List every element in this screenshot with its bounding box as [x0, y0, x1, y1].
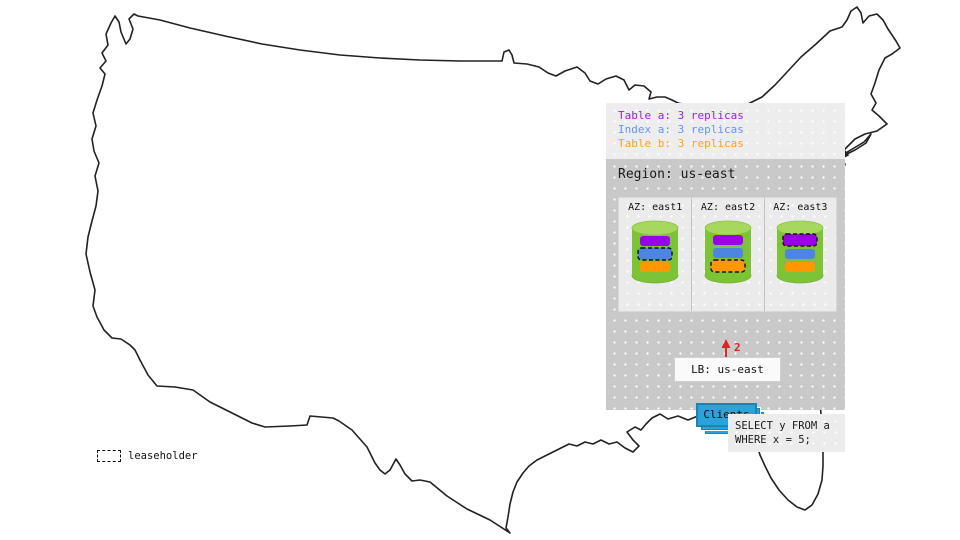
leaseholder-key-label: leaseholder [128, 450, 198, 462]
az-east3: AZ: east3 [763, 198, 836, 311]
query-routing-arrow [721, 339, 731, 359]
topology-panel: Table a: 3 replicas Index a: 3 replicas … [606, 103, 845, 435]
load-balancer: LB: us-east [674, 357, 781, 382]
az-east1-label: AZ: east1 [628, 202, 683, 213]
leaseholder-key: leaseholder [97, 449, 198, 463]
replica-table-a [713, 235, 743, 245]
legend-table-b: Table b: 3 replicas [618, 137, 744, 150]
database-cylinder-east2 [704, 220, 752, 284]
region-title: Region: us-east [618, 167, 736, 182]
sql-line-2: WHERE x = 5; [735, 434, 811, 446]
sql-line-1: SELECT y FROM a [735, 420, 830, 432]
database-cylinder-east3 [776, 220, 824, 284]
long-island-outline [843, 133, 872, 156]
az-container: AZ: east1 AZ: east2 [618, 197, 837, 312]
replica-index-a [785, 249, 816, 259]
replica-table-b [640, 262, 671, 272]
replica-table-a-leaseholder [782, 233, 819, 247]
az-east2-label: AZ: east2 [700, 202, 756, 213]
replica-index-a-leaseholder [637, 247, 673, 261]
legend-table-a: Table a: 3 replicas [618, 109, 744, 122]
az-east3-label: AZ: east3 [773, 202, 828, 213]
replica-table-a [640, 236, 671, 246]
replica-index-a [713, 248, 743, 258]
replica-table-b [785, 262, 816, 272]
sql-query-box: SELECT y FROM a WHERE x = 5; [728, 414, 845, 452]
az-east1: AZ: east1 [619, 198, 691, 311]
replica-table-b-leaseholder [710, 259, 746, 273]
region-box: Region: us-east AZ: east1 AZ: east2 [606, 159, 845, 435]
leaseholder-swatch-icon [97, 450, 121, 462]
replica-legend: Table a: 3 replicas Index a: 3 replicas … [606, 103, 845, 159]
az-east2: AZ: east2 [691, 198, 763, 311]
database-cylinder-east1 [631, 220, 679, 284]
legend-index-a: Index a: 3 replicas [618, 123, 744, 136]
step-number: 2 [734, 341, 741, 354]
